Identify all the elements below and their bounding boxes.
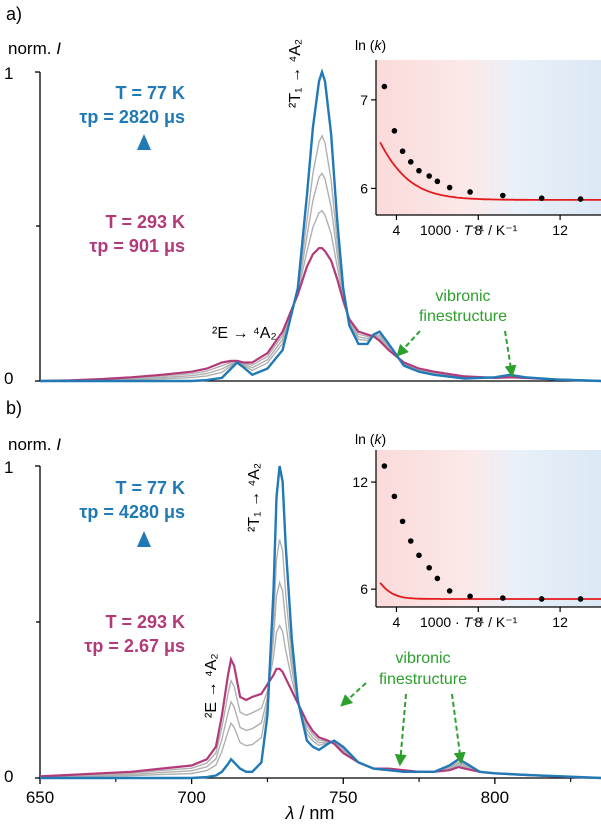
panel-b-ytick-1: 1 — [4, 458, 13, 477]
panel-a-inset-data-point — [500, 192, 506, 199]
panel-a-inset-xlabel: 1000 · T⁻¹ / K⁻¹ — [420, 222, 518, 238]
panel-b-inset-data-point — [381, 463, 388, 469]
panel-a-cold-temp: T = 77 K — [115, 83, 185, 103]
panel-b-warm-tau: τp = 2.67 μs — [84, 636, 185, 656]
panel-b-warm-curve — [39, 655, 601, 780]
panel-a-warm-tau: τp = 901 μs — [89, 236, 185, 256]
panel-b-inset-data-point — [577, 596, 584, 602]
panel-b-ytick-0: 0 — [4, 767, 13, 786]
panel-a-inset-data-point — [416, 167, 422, 174]
panel-a-warm-temp: T = 293 K — [105, 212, 185, 232]
panel-b-inset-data-point — [434, 575, 441, 582]
panel-b-ylabel: norm. I — [8, 435, 61, 454]
panel-a-warm-curve — [39, 247, 601, 383]
panel-b-cold-temp: T = 77 K — [115, 478, 185, 498]
panel-b-x-tick-label-700: 700 — [177, 788, 205, 807]
panel-b-inset: ln (k) 1000 · T⁻¹ / K⁻¹ 4 8 12 6 12 — [352, 431, 601, 630]
panel-b-label: b) — [6, 398, 22, 418]
panel-b-peak2-label: ²T₁ → ⁴A₂ — [246, 463, 263, 532]
panel-a-inset-data-point — [446, 184, 453, 191]
panel-a-inset-ylabel: ln (k) — [355, 37, 386, 53]
panel-b-annotation-arrow-2 — [394, 693, 407, 767]
panel-a-inset-data-point — [381, 83, 388, 90]
panel-b-cold-curve — [40, 465, 601, 780]
panel-a-inset-x-tick-label-8: 8 — [474, 222, 482, 238]
panel-b-annotation-line2: finestructure — [379, 671, 467, 688]
panel-a-inset-data-point — [391, 128, 398, 134]
panel-a-ytick-1: 1 — [4, 64, 13, 83]
panel-b-annotation-arrow-1 — [340, 682, 367, 707]
panel-a-peak1-label: ²E → ⁴A₂ — [212, 325, 277, 342]
panel-a-ylabel: norm. I — [8, 39, 61, 58]
panel-a-annotation-line2: finestructure — [419, 308, 507, 325]
panel-a-inset-y-tick-label-7: 7 — [360, 92, 368, 108]
panel-a-inset-x-tick-label-12: 12 — [552, 222, 568, 238]
panel-b-cold-tau: τp = 4280 μs — [79, 502, 185, 522]
panel-b-curves — [39, 465, 601, 780]
panel-a-label: a) — [6, 4, 22, 24]
panel-b-inset-fit-curve — [379, 582, 601, 600]
panel-a-inset-data-point — [426, 173, 432, 179]
panel-b-warm-temp: T = 293 K — [105, 612, 185, 632]
panel-b-inset-x-tick-label-4: 4 — [393, 614, 401, 630]
panel-b-annotation-arrow-3 — [451, 693, 466, 765]
panel-b-inset-background — [376, 450, 601, 607]
panel-a-inset-y-tick-label-6: 6 — [360, 180, 368, 196]
panel-b-x-tick-label-800: 800 — [481, 788, 509, 807]
panel-b-x-tick-label-650: 650 — [26, 788, 54, 807]
panel-a-inset-fit-curve — [379, 141, 601, 201]
panel-b-annotation-line1: vibronic — [395, 650, 450, 667]
panel-a-peak2-label: ²T₁ → ⁴A₂ — [287, 39, 304, 108]
panel-a-inset-data-point — [407, 159, 414, 165]
panel-a-inset-data-point — [467, 189, 473, 195]
panel-a-inset: ln (k) 1000 · T⁻¹ / K⁻¹ 4 8 12 6 7 — [355, 37, 601, 238]
panel-b-inset-data-point — [399, 518, 406, 525]
panel-a-curves — [39, 68, 601, 383]
panel-b-inset-data-point — [407, 538, 414, 544]
panel-a-inset-background — [376, 60, 601, 215]
panel-a-annotation-arrow-1 — [396, 330, 421, 357]
panel-b-inset-xlabel: 1000 · T⁻¹ / K⁻¹ — [420, 614, 518, 630]
panel-a-inset-data-point — [538, 195, 545, 201]
panel-b-inset-data-point — [467, 593, 473, 600]
panel-a-ytick-0: 0 — [4, 369, 13, 388]
panel-b-inset-y-tick-label-12: 12 — [352, 474, 368, 490]
panel-a-inset-data-point — [434, 178, 441, 185]
panel-b-inset-data-point — [391, 493, 398, 500]
panel-b-intermediate-curve-2 — [39, 580, 601, 779]
panel-a-annotation-line1: vibronic — [435, 288, 490, 305]
panel-a-cold-tau: τp = 2820 μs — [79, 107, 185, 127]
panel-b-arrow-head — [137, 531, 151, 547]
panel-b-peak1-label: ²E → ⁴A₂ — [203, 653, 220, 718]
panel-b-intermediate-curve-3 — [39, 539, 601, 779]
panel-b: b) norm. I 0 1 650 700 750 800 λ / nm T = 7… — [4, 398, 601, 823]
panel-b-inset-data-point — [500, 595, 506, 601]
panel-b-inset-x-tick-label-8: 8 — [474, 614, 482, 630]
panel-b-inset-data-point — [426, 564, 432, 571]
panel-a-inset-data-point — [577, 196, 584, 202]
panel-a-annotation-arrow-2 — [504, 330, 517, 378]
panel-b-inset-x-tick-label-12: 12 — [552, 614, 568, 630]
panel-b-xlabel: λ / nm — [285, 803, 335, 823]
panel-b-inset-data-point — [446, 588, 453, 594]
panel-a: a) norm. I 0 1 T = 77 K τp = 2820 μs T =… — [4, 4, 601, 388]
panel-b-inset-data-point — [416, 552, 422, 559]
panel-b-inset-y-tick-label-6: 6 — [360, 581, 368, 597]
panel-a-inset-x-tick-label-4: 4 — [393, 222, 401, 238]
panel-b-inset-data-point — [538, 596, 545, 602]
panel-a-inset-data-point — [399, 148, 406, 155]
panel-b-x-tick-label-750: 750 — [329, 788, 357, 807]
panel-b-inset-ylabel: ln (k) — [355, 431, 386, 447]
panel-a-cold-curve — [40, 68, 601, 383]
panel-a-arrow-head — [137, 134, 151, 150]
panel-b-x-ticks: 650 700 750 800 — [26, 778, 572, 807]
